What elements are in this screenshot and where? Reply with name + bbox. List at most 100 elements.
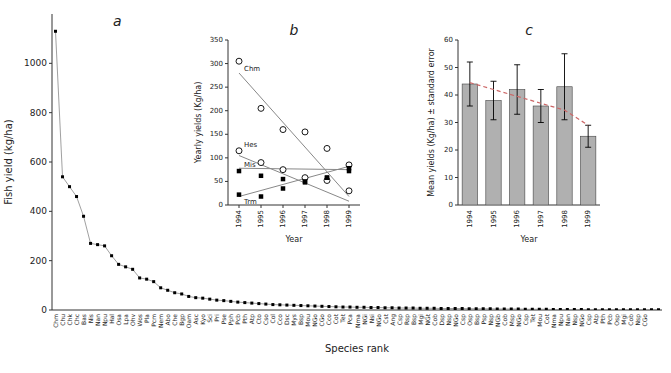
- y-tick: [455, 122, 458, 123]
- x-tick-label: Nis: [87, 314, 94, 323]
- point: [201, 297, 204, 300]
- y-tick-label: 1000: [24, 58, 47, 68]
- error-bar: [538, 90, 544, 123]
- point: [325, 175, 330, 180]
- trend-line: [470, 83, 588, 126]
- series-label: Chm: [244, 65, 260, 73]
- point: [370, 306, 373, 309]
- trend-line: [239, 156, 349, 202]
- x-tick-label: Cot: [332, 313, 339, 324]
- point: [236, 58, 242, 64]
- point: [236, 148, 242, 154]
- error-bar: [467, 62, 473, 106]
- point: [405, 307, 408, 310]
- point: [302, 129, 308, 135]
- y-tick: [455, 95, 458, 96]
- plot-area: [462, 54, 596, 205]
- series-label: Trm: [243, 198, 257, 206]
- x-tick-label: Chk: [66, 313, 73, 325]
- x-tick-label: Chc: [73, 314, 80, 325]
- x-tick-label: Tet: [529, 313, 536, 323]
- x-tick-label: Dsc: [283, 314, 290, 325]
- error-bar: [491, 81, 497, 120]
- x-tick-label: Wos: [136, 314, 143, 326]
- x-tick-label: Nem: [157, 314, 164, 328]
- point: [503, 308, 506, 310]
- panel-label: c: [525, 22, 533, 38]
- x-tick-label: 1994: [466, 209, 474, 227]
- point: [531, 308, 534, 310]
- y-tick: [49, 162, 52, 163]
- point: [650, 308, 653, 310]
- x-tick-label: Tet: [339, 313, 346, 323]
- y-tick: [225, 157, 228, 158]
- point: [306, 304, 309, 307]
- point: [433, 307, 436, 310]
- x-tick-label: Nan: [94, 314, 101, 326]
- x-axis-label: Species rank: [325, 343, 389, 354]
- x-tick-label: 1995: [257, 210, 265, 228]
- point: [377, 306, 380, 309]
- point: [292, 304, 295, 307]
- y-tick: [225, 40, 228, 41]
- point: [237, 169, 242, 174]
- point: [303, 179, 308, 184]
- point: [348, 306, 351, 309]
- y-axis-label: Fish yield (kg/ha): [3, 119, 14, 205]
- point: [280, 167, 286, 173]
- y-tick-label: 0: [449, 201, 453, 209]
- point: [325, 175, 330, 180]
- x-tick-label: Cto: [255, 314, 262, 325]
- y-tick-label: 60: [444, 36, 453, 44]
- y-tick-label: 400: [30, 206, 47, 216]
- point: [580, 308, 583, 310]
- point: [391, 306, 394, 309]
- y-tick-label: 800: [30, 108, 47, 118]
- point: [643, 308, 646, 310]
- x-tick-label: Cot: [543, 313, 550, 324]
- x-tick-label: CGo: [641, 314, 648, 327]
- x-tick-label: NGt: [424, 313, 431, 325]
- x-tick: [261, 205, 262, 208]
- x-tick-label: 1995: [490, 210, 498, 228]
- y-tick: [225, 87, 228, 88]
- point: [657, 308, 660, 310]
- error-bar: [585, 125, 591, 147]
- x-tick-label: Che: [171, 314, 178, 326]
- point: [496, 308, 499, 310]
- point: [180, 292, 183, 295]
- y-tick: [49, 260, 52, 261]
- x-axis-label: Year: [285, 235, 304, 244]
- point: [517, 308, 520, 310]
- point: [152, 280, 155, 283]
- point: [258, 160, 264, 166]
- point: [124, 265, 127, 268]
- point: [166, 289, 169, 292]
- point: [138, 276, 141, 279]
- point: [461, 307, 464, 310]
- point: [573, 308, 576, 310]
- point: [324, 145, 330, 151]
- y-axis-label: Yearly yields (Kg/ha): [194, 82, 203, 165]
- point: [629, 308, 632, 310]
- y-tick: [455, 67, 458, 68]
- x-tick-label: Cob: [431, 314, 438, 326]
- x-tick-label: Pse: [220, 314, 227, 325]
- point: [257, 302, 260, 305]
- point: [229, 300, 232, 303]
- y-tick-label: 150: [210, 130, 223, 138]
- point: [334, 305, 337, 308]
- y-tick-label: 100: [210, 154, 223, 162]
- point: [75, 195, 78, 198]
- x-tick-label: 1996: [513, 209, 521, 227]
- point: [237, 192, 242, 197]
- x-tick-label: NGo: [452, 314, 459, 327]
- x-tick-label: Chu: [59, 314, 66, 326]
- x-tick-label: 1994: [235, 209, 243, 227]
- point: [299, 304, 302, 307]
- point: [320, 305, 323, 308]
- point: [194, 296, 197, 299]
- point: [489, 307, 492, 310]
- point: [250, 302, 253, 305]
- point: [346, 188, 352, 194]
